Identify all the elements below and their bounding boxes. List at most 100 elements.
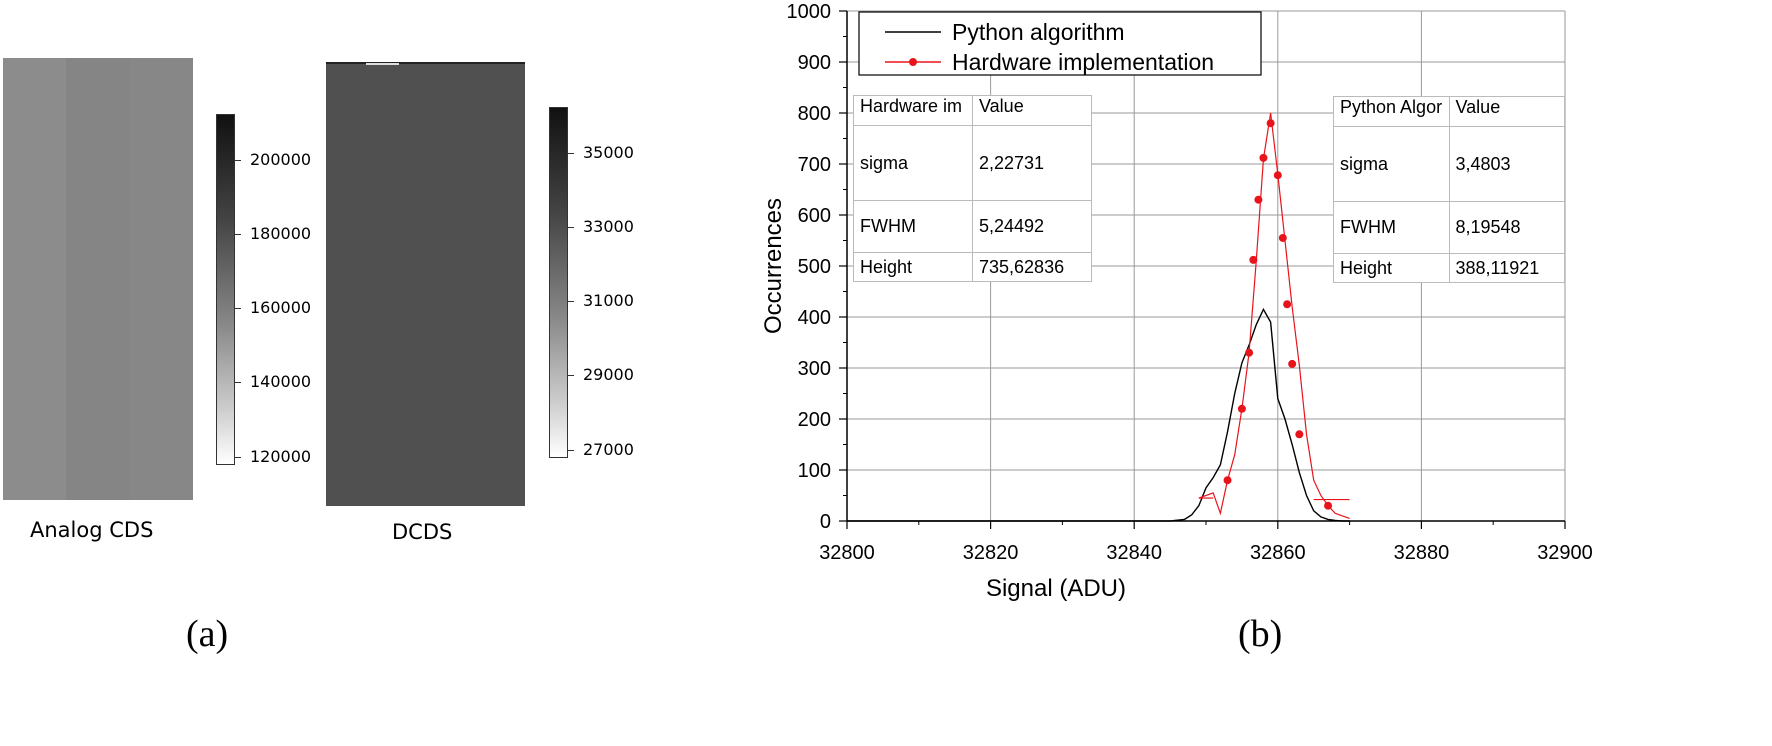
dcds-top-mark <box>366 63 399 65</box>
hardware-series-marker <box>1266 119 1275 128</box>
hardware-series-marker <box>1295 430 1304 439</box>
dcds-colorbar <box>549 107 568 458</box>
x-tick-label: 32860 <box>1250 542 1306 564</box>
stats-name-cell: Python Algor <box>1333 96 1450 127</box>
dcds-tick-label: 35000 <box>583 142 634 162</box>
hardware-series-marker <box>1288 359 1297 368</box>
panel-b-label: (b) <box>1238 613 1283 655</box>
stats-header-row: Python Algor Value <box>1333 96 1565 127</box>
dcds-tick-mark <box>567 375 574 377</box>
stats-value-cell: 2,22731 <box>972 125 1092 201</box>
analog-colorbar <box>216 114 235 465</box>
analog-tick-label: 160000 <box>250 298 312 318</box>
stats-value-cell: Value <box>1448 96 1565 127</box>
analog-tick-mark <box>234 233 241 235</box>
stats-name-cell: FWHM <box>853 200 973 253</box>
dcds-tick-mark <box>567 301 574 303</box>
stats-row: sigma 3,4803 <box>1333 126 1565 202</box>
hardware-series-marker <box>1254 195 1263 204</box>
hardware-series-marker <box>1249 255 1258 264</box>
dcds-tick-mark <box>567 152 574 154</box>
analog-stripe-2 <box>66 58 130 500</box>
dcds-tick-label: 31000 <box>583 291 634 311</box>
y-tick-label: 400 <box>798 307 831 329</box>
hardware-series-marker <box>1273 171 1282 180</box>
dcds-caption: DCDS <box>392 520 453 544</box>
stats-name-cell: Hardware im <box>853 95 973 126</box>
stats-row: sigma 2,22731 <box>853 125 1092 201</box>
analog-tick-mark <box>234 382 241 384</box>
legend-swatch-marker <box>909 58 917 66</box>
legend-label: Hardware implementation <box>952 49 1214 75</box>
hardware-series-marker <box>1237 404 1246 413</box>
stats-value-cell: 8,19548 <box>1448 201 1565 254</box>
hardware-series-marker <box>1278 233 1287 242</box>
dcds-image <box>326 62 525 506</box>
y-tick-label: 300 <box>798 358 831 380</box>
analog-stripe-1 <box>3 58 67 500</box>
stats-header-row: Hardware im Value <box>853 95 1092 126</box>
analog-tick-label: 200000 <box>250 149 312 169</box>
x-axis-title: Signal (ADU) <box>986 575 1126 602</box>
stats-row: Height 388,11921 <box>1333 253 1565 283</box>
analog-tick-label: 180000 <box>250 223 312 243</box>
stats-row: FWHM 5,24492 <box>853 200 1092 253</box>
hardware-stats-table: Hardware im Value sigma 2,22731 FWHM 5,24492 H… <box>853 95 1092 282</box>
legend-box <box>858 11 1262 76</box>
x-tick-label: 32880 <box>1394 542 1450 564</box>
y-tick-label: 200 <box>798 409 831 431</box>
analog-cds-caption: Analog CDS <box>30 518 154 542</box>
analog-cds-image <box>3 58 193 500</box>
legend-label: Python algorithm <box>952 19 1125 45</box>
hardware-series-marker <box>1324 501 1333 510</box>
hardware-series-marker <box>1283 300 1292 309</box>
x-tick-label: 32900 <box>1537 542 1593 564</box>
dcds-tick-mark <box>567 226 574 228</box>
hardware-series-marker <box>1223 476 1232 485</box>
dcds-tick-mark <box>567 449 574 451</box>
dcds-tick-label: 33000 <box>583 216 634 236</box>
analog-tick-mark <box>234 308 241 310</box>
dcds-tick-label: 27000 <box>583 439 634 459</box>
y-tick-label: 800 <box>798 103 831 125</box>
stats-name-cell: Height <box>853 252 973 282</box>
analog-tick-label: 140000 <box>250 372 312 392</box>
y-tick-label: 100 <box>798 460 831 482</box>
analog-tick-mark <box>234 159 241 161</box>
hardware-series-marker <box>1245 348 1254 357</box>
stats-row: Height 735,62836 <box>853 252 1092 282</box>
stats-value-cell: 735,62836 <box>972 252 1092 282</box>
stats-name-cell: FWHM <box>1333 201 1450 254</box>
stats-name-cell: sigma <box>1333 126 1450 202</box>
python-series-line <box>847 307 1350 522</box>
stats-name-cell: sigma <box>853 125 973 201</box>
x-tick-label: 32840 <box>1106 542 1162 564</box>
dcds-tick-label: 29000 <box>583 365 634 385</box>
dcds-image-fill <box>326 64 525 506</box>
y-tick-label: 600 <box>798 205 831 227</box>
analog-tick-label: 120000 <box>250 446 312 466</box>
y-tick-label: 0 <box>820 511 831 533</box>
axis-labels: 0 100 200 300 400 500 600 700 800 900 1000 32800 328… <box>760 1 1593 602</box>
hardware-series-marker <box>1259 153 1268 162</box>
stats-value-cell: 3,4803 <box>1448 126 1565 202</box>
analog-stripe-3 <box>129 58 193 500</box>
stats-name-cell: Height <box>1333 253 1450 283</box>
panel-a-label: (a) <box>186 613 229 655</box>
y-tick-label: 900 <box>798 52 831 74</box>
x-tick-label: 32820 <box>963 542 1019 564</box>
y-axis-title: Occurrences <box>760 198 787 334</box>
y-tick-label: 1000 <box>787 1 832 23</box>
stats-row: FWHM 8,19548 <box>1333 201 1565 254</box>
y-tick-label: 700 <box>798 154 831 176</box>
series <box>847 112 1350 522</box>
x-tick-label: 32800 <box>819 542 875 564</box>
y-tick-label: 500 <box>798 256 831 278</box>
python-stats-table: Python Algor Value sigma 3,4803 FWHM 8,19548 H… <box>1333 96 1565 283</box>
analog-tick-mark <box>234 456 241 458</box>
stats-value-cell: 388,11921 <box>1448 253 1565 283</box>
stats-value-cell: Value <box>972 95 1092 126</box>
stats-value-cell: 5,24492 <box>972 200 1092 253</box>
legend: Python algorithm Hardware implementation <box>858 11 1262 76</box>
